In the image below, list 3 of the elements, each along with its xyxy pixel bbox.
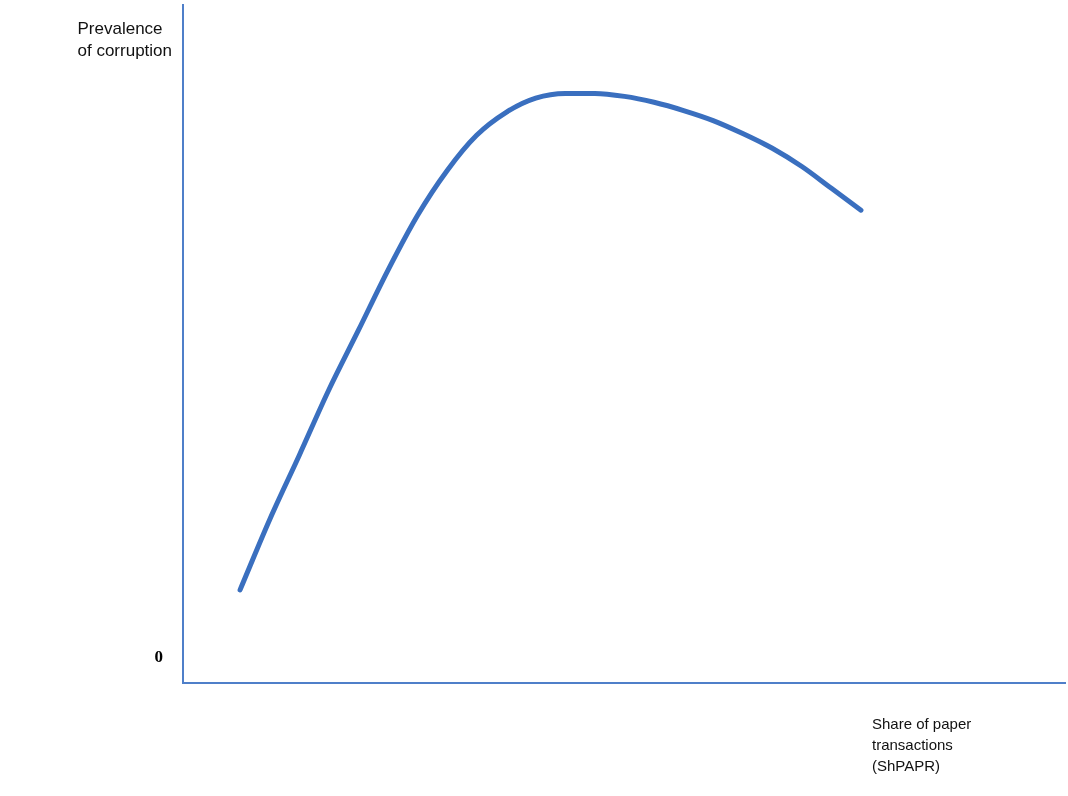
y-axis-title: Prevalence of corruption <box>77 18 172 62</box>
text: 0 <box>154 647 163 667</box>
x-axis-title: Share of paper transactions (ShPAPR) <box>872 714 973 776</box>
